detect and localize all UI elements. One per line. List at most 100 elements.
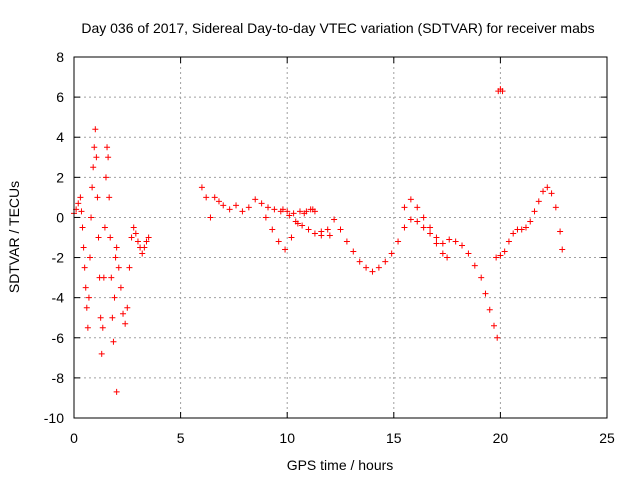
data-point: [233, 202, 240, 209]
y-tick-label: -8: [52, 370, 65, 386]
data-point: [78, 208, 85, 215]
data-point: [124, 304, 131, 311]
data-point: [375, 264, 382, 271]
data-point: [262, 214, 269, 221]
data-point: [220, 202, 227, 209]
data-point: [269, 226, 276, 233]
y-axis-label: SDTVAR / TECUs: [6, 181, 22, 293]
data-point: [290, 210, 297, 217]
data-point: [94, 194, 101, 201]
data-point: [111, 294, 118, 301]
y-tick-label: 0: [56, 209, 64, 225]
data-point: [102, 174, 109, 181]
data-point: [395, 238, 402, 245]
data-point: [491, 322, 498, 329]
data-point: [459, 242, 466, 249]
data-point: [465, 250, 472, 257]
data-point: [132, 230, 139, 237]
data-point: [369, 268, 376, 275]
data-point: [486, 306, 493, 313]
data-point: [499, 88, 506, 95]
data-point: [100, 274, 107, 281]
x-tick-label: 25: [599, 430, 615, 446]
data-point: [433, 240, 440, 247]
data-point: [401, 204, 408, 211]
data-point: [92, 126, 99, 133]
data-point: [494, 334, 501, 341]
data-point: [265, 204, 272, 211]
data-point: [471, 262, 478, 269]
data-point: [84, 324, 91, 331]
data-point: [559, 246, 566, 253]
data-point: [82, 284, 89, 291]
data-point: [97, 314, 104, 321]
data-point: [540, 188, 547, 195]
data-point: [88, 214, 95, 221]
data-point: [420, 224, 427, 231]
data-point: [122, 320, 129, 327]
data-point: [115, 264, 122, 271]
data-point: [126, 264, 133, 271]
data-point: [95, 234, 102, 241]
data-point: [106, 194, 113, 201]
x-tick-label: 15: [386, 430, 402, 446]
y-tick-label: -6: [52, 330, 65, 346]
data-point: [427, 224, 434, 231]
data-point: [305, 226, 312, 233]
data-point: [535, 198, 542, 205]
data-point: [296, 208, 303, 215]
data-point: [324, 226, 331, 233]
data-point: [444, 254, 451, 261]
data-point: [145, 234, 152, 241]
data-point: [548, 190, 555, 197]
data-point: [544, 184, 551, 191]
data-point: [90, 164, 97, 171]
data-point: [143, 238, 150, 245]
data-point: [557, 228, 564, 235]
data-point: [518, 226, 525, 233]
data-point: [105, 154, 112, 161]
y-tick-label: -10: [44, 410, 64, 426]
data-point: [104, 144, 111, 151]
data-point: [501, 248, 508, 255]
data-point: [407, 196, 414, 203]
data-point: [109, 314, 116, 321]
data-point: [326, 232, 333, 239]
grid: [74, 57, 607, 418]
data-point: [343, 238, 350, 245]
data-point: [407, 216, 414, 223]
data-point: [80, 244, 87, 251]
data-point: [331, 216, 338, 223]
data-points: [71, 86, 566, 395]
data-point: [531, 208, 538, 215]
y-tick-label: 6: [56, 89, 64, 105]
x-tick-label: 20: [493, 430, 509, 446]
data-point: [139, 250, 146, 257]
data-point: [522, 224, 529, 231]
y-tick-label: 8: [56, 49, 64, 65]
data-point: [452, 238, 459, 245]
data-point: [527, 218, 534, 225]
data-point: [292, 218, 299, 225]
data-point: [203, 194, 210, 201]
data-point: [350, 248, 357, 255]
data-point: [89, 184, 96, 191]
data-point: [226, 206, 233, 213]
x-axis-label: GPS time / hours: [287, 457, 394, 473]
data-point: [439, 240, 446, 247]
plot-frame: [73, 56, 608, 419]
data-point: [245, 204, 252, 211]
data-point: [79, 224, 86, 231]
data-point: [307, 206, 314, 213]
data-point: [75, 200, 82, 207]
data-point: [363, 264, 370, 271]
data-point: [113, 244, 120, 251]
data-point: [288, 234, 295, 241]
data-point: [510, 230, 517, 237]
data-point: [414, 218, 421, 225]
data-point: [478, 274, 485, 281]
data-point: [252, 196, 259, 203]
data-point: [117, 284, 124, 291]
data-point: [86, 254, 93, 261]
chart-title: Day 036 of 2017, Sidereal Day-to-day VTE…: [81, 20, 594, 36]
